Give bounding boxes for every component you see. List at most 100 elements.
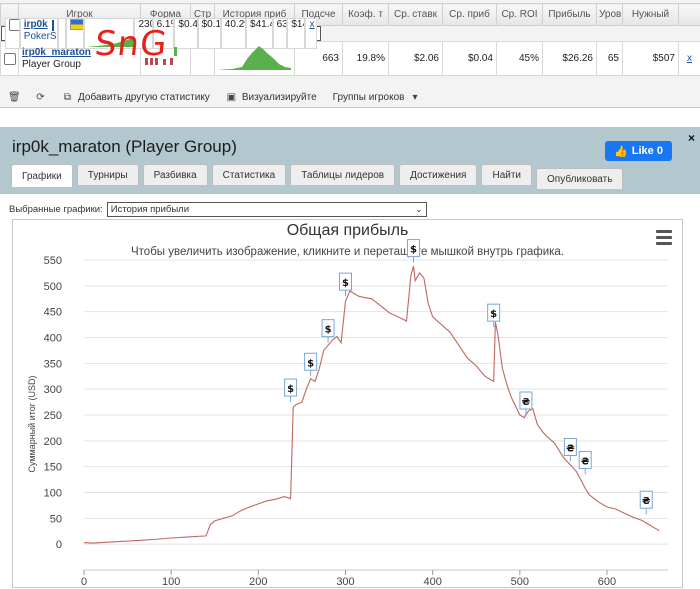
graph-selector-label: Выбранные графики:	[9, 204, 103, 215]
graph-select-value: История прибыли	[111, 204, 189, 215]
panel-title: irp0k_maraton (Player Group)	[12, 137, 237, 157]
flag-marker[interactable]: ₴	[520, 392, 532, 415]
player-groups-dropdown[interactable]: Группы игроков ▾	[333, 92, 421, 103]
profit-chart[interactable]: Общая прибыль Чтобы увеличить изображени…	[12, 219, 683, 588]
y-tick-label: 0	[56, 539, 62, 551]
refresh-icon[interactable]: ⟳	[35, 92, 46, 103]
sng-handwritten-annotation: SnG	[93, 24, 170, 64]
flag-marker[interactable]: $	[305, 353, 317, 376]
caret-down-icon: ▾	[409, 92, 420, 103]
flag-marker[interactable]: ₴	[640, 491, 652, 514]
flag-marker-label: $	[307, 358, 314, 369]
header-avg-stake[interactable]: Ср. ставк	[389, 4, 443, 26]
x-tick-label: 200	[249, 576, 267, 588]
player-cell[interactable]: irp0k PokerStars	[20, 18, 58, 49]
tab-breakdown[interactable]: Разбивка	[143, 164, 208, 185]
tab-graphs[interactable]: Графики	[11, 164, 73, 187]
avg-stake-cell: $2.06	[389, 42, 443, 76]
country-cell	[66, 18, 84, 49]
flag-marker-label: $	[287, 384, 294, 395]
y-tick-label: 150	[44, 462, 62, 474]
header-remove	[679, 4, 700, 26]
visualize-button[interactable]: ▣ Визуализируйте	[226, 92, 317, 103]
level-cell: 65	[597, 42, 623, 76]
x-tick-label: 0	[81, 576, 87, 588]
y-tick-label: 450	[44, 307, 62, 319]
remove-cell[interactable]: x	[305, 18, 316, 49]
header-coef[interactable]: Коэф. т	[343, 4, 389, 26]
flag-marker[interactable]: $	[285, 379, 297, 402]
table-toolbar: 🗑 ⟳ ⧉ Добавить другую статистику ▣ Визуали…	[0, 87, 700, 107]
y-tick-label: 350	[44, 358, 62, 370]
flag-marker-label: $	[410, 245, 417, 256]
header-avg-profit[interactable]: Ср. приб	[443, 4, 497, 26]
profit-history-cell	[215, 42, 295, 76]
tab-leaderboards[interactable]: Таблицы лидеров	[290, 164, 395, 185]
tab-tournaments[interactable]: Турниры	[77, 164, 139, 185]
header-avg-roi[interactable]: Ср. ROI	[497, 4, 543, 26]
x-tick-label: 100	[162, 576, 180, 588]
series-line	[84, 266, 659, 543]
avg-roi-cell: 45%	[497, 42, 543, 76]
form-cell	[58, 18, 66, 49]
tab-achievements[interactable]: Достижения	[399, 164, 477, 185]
flag-marker[interactable]: $	[322, 320, 334, 343]
profit-cell: $26.26	[543, 42, 597, 76]
like-label: Like 0	[632, 145, 663, 157]
copy-icon: ⧉	[62, 92, 73, 103]
document-icon[interactable]	[52, 20, 54, 31]
coef-cell: 19.8%	[343, 42, 389, 76]
y-tick-label: 400	[44, 333, 62, 345]
flag-marker[interactable]: ₴	[564, 439, 576, 462]
profit-sparkline	[217, 44, 291, 70]
trash-icon[interactable]: 🗑	[8, 92, 19, 103]
tab-publish[interactable]: Опубликовать	[536, 168, 623, 189]
remove-row-link[interactable]: x	[687, 53, 692, 64]
x-tick-label: 500	[511, 576, 529, 588]
add-stat-button[interactable]: ⧉ Добавить другую статистику	[62, 92, 210, 103]
y-tick-label: 550	[44, 255, 62, 267]
player-site: PokerStars	[24, 31, 54, 43]
avg-profit-cell: $0.04	[443, 42, 497, 76]
image-icon: ▣	[226, 92, 237, 103]
tab-find[interactable]: Найти	[481, 164, 532, 185]
y-tick-label: 200	[44, 436, 62, 448]
add-stat-label: Добавить другую статистику	[78, 92, 210, 103]
flag-marker[interactable]: $	[407, 240, 419, 263]
flag-marker-label: $	[342, 278, 349, 289]
flag-marker[interactable]: $	[488, 304, 500, 327]
row-checkbox[interactable]	[4, 53, 16, 65]
row-checkbox[interactable]	[9, 19, 20, 31]
remove-cell[interactable]: x	[679, 42, 700, 76]
remove-row-link[interactable]: x	[309, 19, 314, 30]
flag-marker[interactable]: ₴	[579, 451, 591, 474]
chevron-down-icon: ⌄	[415, 204, 423, 215]
panel-header: irp0k_maraton (Player Group) × 👍Like 0 Г…	[0, 128, 700, 194]
row-checkbox-cell[interactable]	[5, 18, 20, 49]
header-profit[interactable]: Прибыль	[543, 4, 597, 26]
close-icon[interactable]: ×	[688, 131, 695, 145]
flag-marker-label: $	[490, 309, 497, 320]
y-tick-label: 300	[44, 384, 62, 396]
player-name-link[interactable]: irp0k	[24, 19, 48, 31]
player-stats-area: Игрок Форма Стр История приб Подсче Коэф…	[0, 0, 700, 108]
player-groups-label: Группы игроков	[333, 92, 405, 103]
needed-cell: $507	[623, 42, 679, 76]
tab-statistics[interactable]: Статистика	[212, 164, 287, 185]
header-needed[interactable]: Нужный	[623, 4, 679, 26]
flag-marker-label: $	[325, 325, 332, 336]
y-tick-label: 100	[44, 488, 62, 500]
graph-selector-row: Выбранные графики: История прибыли ⌄	[9, 202, 427, 217]
flag-marker-label: ₴	[522, 397, 531, 408]
flag-marker-label: ₴	[581, 456, 590, 467]
x-tick-label: 600	[598, 576, 616, 588]
player-panel: irp0k_maraton (Player Group) × 👍Like 0 Г…	[0, 127, 700, 587]
y-axis-label: Суммарный итог (USD)	[27, 375, 37, 472]
flag-marker-label: ₴	[642, 496, 651, 507]
visualize-label: Визуализируйте	[242, 92, 317, 103]
x-tick-label: 300	[336, 576, 354, 588]
facebook-like-button[interactable]: 👍Like 0	[605, 141, 672, 161]
header-level[interactable]: Уров	[597, 4, 623, 26]
graph-select[interactable]: История прибыли ⌄	[107, 202, 427, 217]
